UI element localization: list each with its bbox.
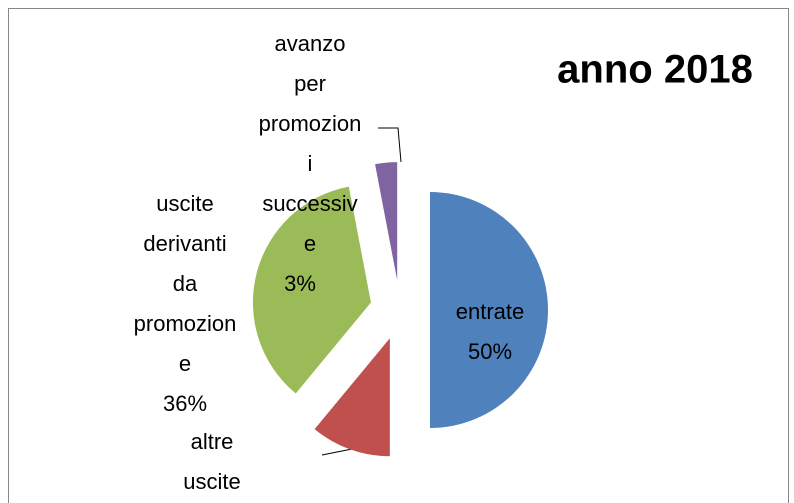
slice-label: altre uscite [183,429,240,494]
leader-line [378,127,402,163]
pie-slice [375,162,398,281]
pie-slice [430,192,548,428]
slice-label: avanzo per promozion i successiv e [259,31,362,256]
pie-slice [252,186,371,394]
slice-label: uscite derivanti da promozion e [134,191,237,376]
pie-slice [314,338,390,457]
value-label: 50% [468,339,512,364]
value-label: 36% [163,391,207,416]
chart-border [8,8,789,503]
chart-title: anno 2018 [557,48,753,92]
slice-label: entrate [456,299,525,324]
value-label: 3% [284,271,316,296]
